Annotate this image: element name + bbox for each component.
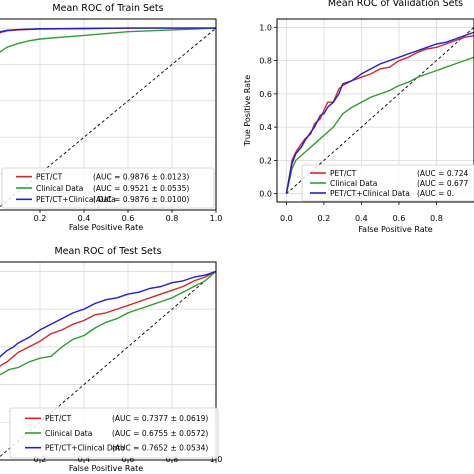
series-line-pet-ct-clinical-data [285, 31, 474, 194]
legend-entry-name: Clinical Data [36, 184, 83, 193]
x-tick-label: 0.8 [166, 455, 179, 464]
y-tick-label: 1.0 [259, 23, 272, 32]
series-line-pet-ct [0, 270, 217, 367]
x-tick-label: 0.2 [34, 455, 47, 464]
legend-entry-auc: (AUC = 0.7652 ± 0.0534) [112, 443, 208, 452]
legend-entry-name: PET/CT+Clinical Data [330, 189, 410, 198]
y-axis-label: True Positive Rate [243, 75, 252, 147]
x-tick-label: 0.8 [166, 214, 179, 223]
x-tick-label: 0.2 [318, 214, 331, 223]
legend-box [301, 164, 474, 202]
legend: PET/CT (AUC = 0.7377 ± 0.0619) Clinical Da… [9, 407, 219, 459]
legend-entry-auc: (AUC = 0.677 [417, 179, 469, 188]
legend-entry-auc: (AUC = 0.9876 ± 0.0100) [93, 195, 189, 204]
x-axis-label: False Positive Rate [358, 225, 432, 234]
x-tick-label: 0.6 [122, 214, 135, 223]
legend-entry-name: Clinical Data [45, 429, 92, 438]
series-line-clinical-data [0, 27, 217, 53]
chart-title: Mean ROC of Train Sets [52, 3, 163, 14]
legend-entry-auc: (AUC = 0. [417, 189, 454, 198]
series-line-clinical-data [285, 56, 474, 194]
chance-diagonal [0, 271, 217, 458]
x-tick-label: 0.0 [280, 214, 293, 223]
chart-title: Mean ROC of Validation Sets [328, 0, 463, 9]
plot-frame [276, 18, 474, 203]
legend-entry-name: PET/CT [45, 414, 72, 423]
x-axis-label: False Positive Rate [69, 223, 143, 232]
x-tick-label: 0.6 [122, 455, 135, 464]
legend-entry-auc: (AUC = 0.6755 ± 0.0572) [112, 429, 208, 438]
x-tick-label: 1.0 [210, 214, 223, 223]
plot-frame [0, 261, 217, 461]
legend-entry-name: PET/CT+Clinical Data [36, 195, 116, 204]
legend-entry-name: PET/CT+Clinical Data [45, 443, 125, 452]
legend-entry-auc: (AUC = 0.724 [417, 169, 469, 178]
y-tick-label: 0.6 [259, 90, 272, 99]
legend-box [1, 167, 215, 209]
chart-title: Mean ROC of Test Sets [54, 246, 161, 257]
x-tick-label: 0.6 [393, 214, 406, 223]
x-tick-label: 0.4 [78, 455, 91, 464]
roc-panel-2: 0.2 0.4 0.6 0.8 1.0 Mean ROC of Test Sets Fals… [0, 246, 222, 473]
roc-panel-1: 0.0 0.2 0.4 0.6 0.8 0.0 0.2 0.4 0.6 0.8 1.0 Mean RO… [243, 0, 474, 234]
legend-entry-name: PET/CT [330, 169, 357, 178]
y-tick-label: 0.4 [259, 123, 272, 132]
roc-panel-0: 0.2 0.4 0.6 0.8 1.0 Mean ROC of Train Sets Fal… [0, 3, 222, 232]
plot-frame [0, 18, 217, 211]
series-line-pet-ct-clinical-data [0, 270, 217, 358]
x-axis-label: False Positive Rate [69, 464, 143, 473]
x-tick-label: 0.4 [355, 214, 368, 223]
x-tick-label: 0.4 [78, 214, 91, 223]
series-line-pet-ct-clinical-data [0, 27, 216, 33]
x-tick-label: 0.2 [34, 214, 47, 223]
x-tick-label: 1.0 [210, 455, 223, 464]
legend-entry-auc: (AUC = 0.9521 ± 0.0535) [93, 184, 189, 193]
series-line-clinical-data [0, 270, 217, 376]
legend-box [9, 407, 219, 459]
legend-entry-name: PET/CT [36, 172, 63, 181]
y-tick-label: 0.2 [259, 156, 272, 165]
legend-entry-auc: (AUC = 0.7377 ± 0.0619) [112, 414, 208, 423]
legend-entry-name: Clinical Data [330, 179, 377, 188]
y-tick-label: 0.8 [259, 57, 272, 66]
x-tick-label: 0.8 [430, 214, 443, 223]
legend: PET/CT (AUC = 0.9876 ± 0.0123) Clinical Da… [1, 167, 215, 209]
y-tick-label: 0.0 [259, 190, 272, 199]
chance-diagonal [0, 27, 217, 208]
legend: PET/CT (AUC = 0.724 Clinical Data (AUC = 0.… [301, 164, 474, 202]
legend-entry-auc: (AUC = 0.9876 ± 0.0123) [93, 172, 189, 181]
